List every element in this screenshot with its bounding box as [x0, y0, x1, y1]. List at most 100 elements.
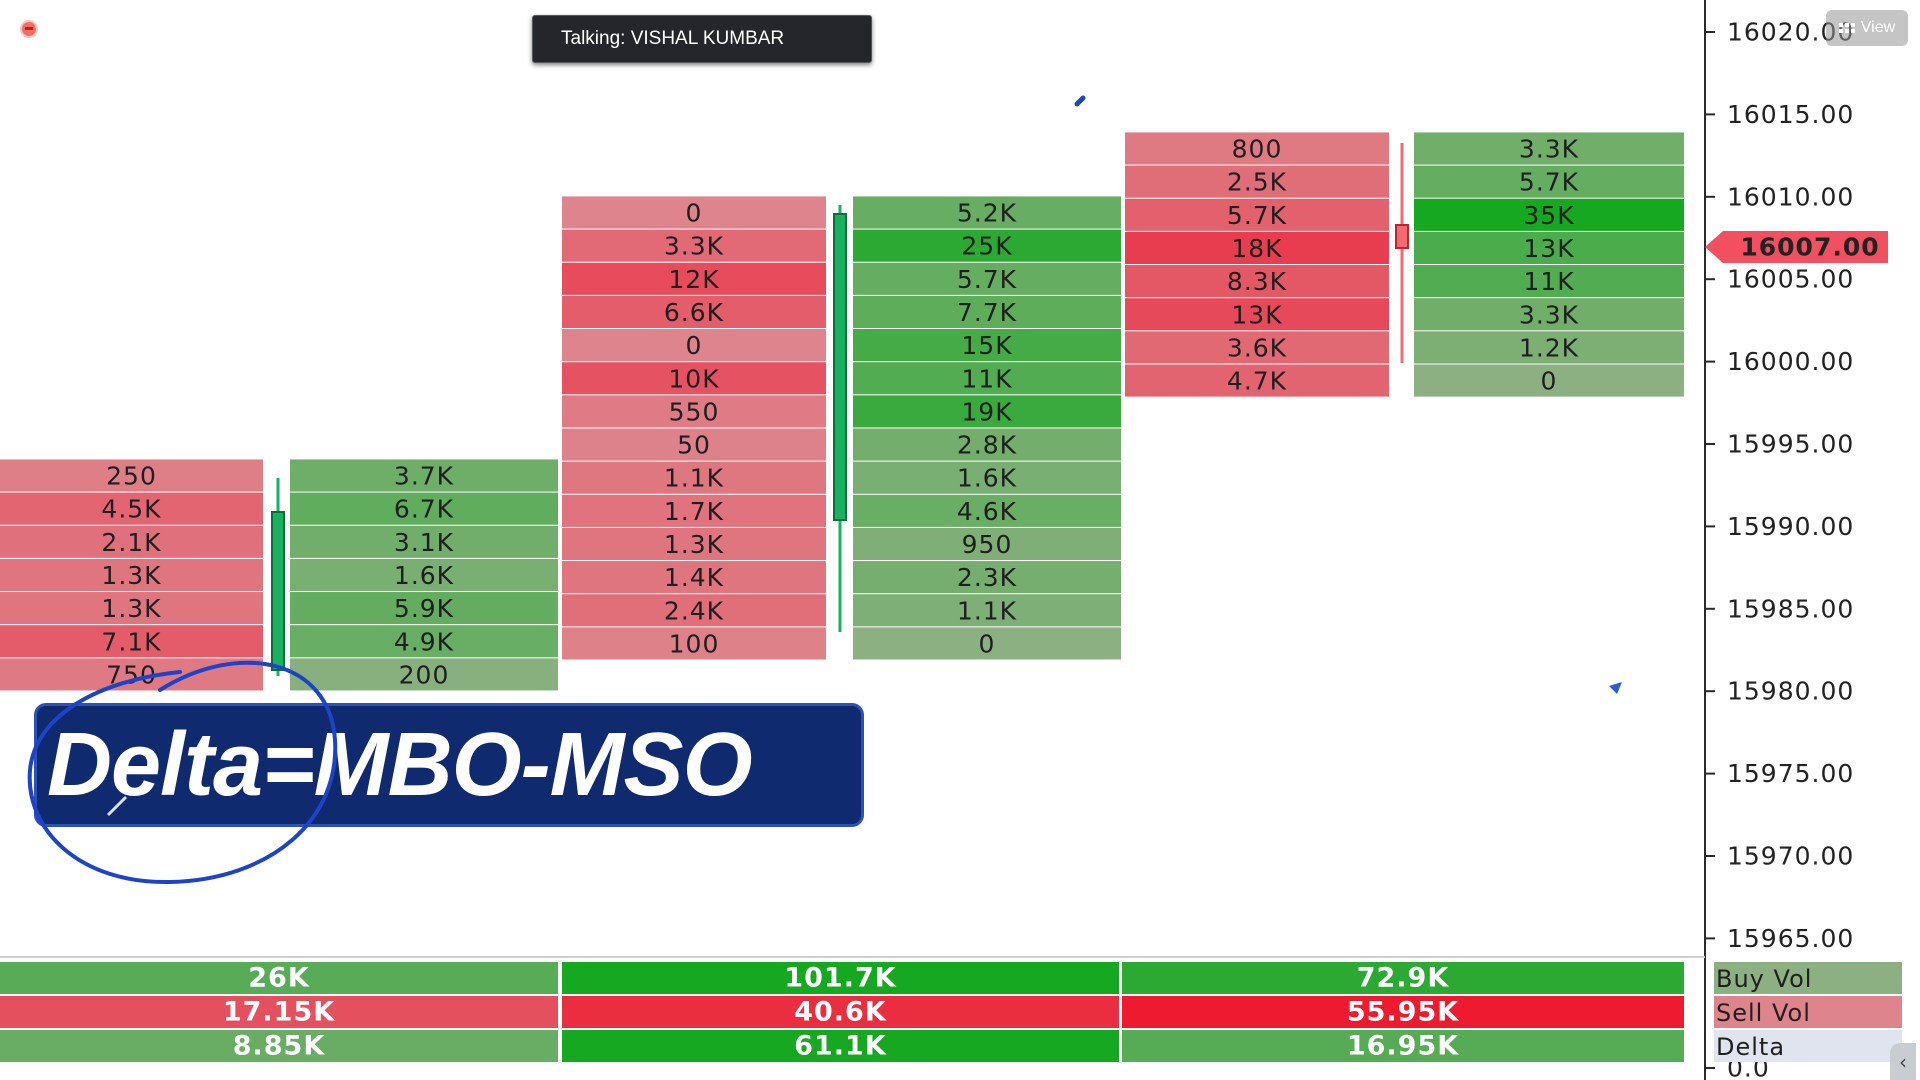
sell-volume-label: 3.3K — [664, 232, 724, 261]
sell-volume-cell — [562, 295, 826, 329]
candle-body — [1395, 224, 1409, 249]
view-button[interactable]: View — [1826, 10, 1908, 46]
price-tick-label: 16010.00 — [1727, 182, 1854, 211]
buy-volume-cell — [853, 428, 1121, 461]
sell-volume-label: 13K — [1231, 300, 1282, 329]
sell-volume-cell — [562, 627, 826, 660]
buy-volume-label: 35K — [1523, 201, 1574, 230]
sell-vol-cell — [562, 996, 1119, 1028]
buy-vol-label: 101.7K — [784, 963, 896, 994]
buy-volume-label: 1.6K — [394, 561, 454, 590]
buy-volume-label: 2.8K — [957, 431, 1017, 460]
buy-volume-cell — [853, 362, 1121, 395]
summary-row-label: Buy Vol — [1716, 965, 1812, 993]
price-tick-label: 16005.00 — [1727, 265, 1854, 294]
price-tick-label: 15970.00 — [1727, 842, 1854, 871]
sell-volume-cell — [0, 492, 263, 525]
buy-volume-cell — [290, 625, 558, 658]
sell-volume-cell — [1125, 231, 1389, 265]
current-price-label: 16007.00 — [1740, 233, 1879, 262]
buy-volume-cell — [853, 627, 1121, 660]
sell-volume-cell — [0, 459, 263, 492]
sell-volume-label: 2.4K — [664, 596, 724, 625]
sell-volume-label: 4.7K — [1227, 367, 1287, 396]
summary-row-label: Sell Vol — [1716, 999, 1811, 1027]
buy-volume-cell — [290, 459, 558, 492]
sell-volume-label: 100 — [669, 629, 720, 658]
buy-volume-label: 25K — [961, 232, 1012, 261]
delta-formula-banner: Delta=MBO-MSO — [34, 703, 864, 827]
sell-volume-label: 18K — [1231, 234, 1282, 263]
buy-vol-cell — [0, 962, 558, 994]
sell-volume-cell — [562, 527, 826, 561]
sell-volume-label: 3.6K — [1227, 333, 1287, 362]
sell-volume-label: 1.1K — [664, 464, 724, 493]
summary-row-label-bg — [1714, 1030, 1902, 1062]
sell-volume-label: 2.5K — [1227, 168, 1287, 197]
sell-volume-cell — [1125, 364, 1389, 397]
sell-volume-cell — [1125, 198, 1389, 231]
sell-volume-label: 12K — [668, 265, 719, 294]
sell-volume-cell — [562, 329, 826, 362]
sell-vol-label: 55.95K — [1347, 997, 1459, 1028]
delta-cell — [0, 1030, 558, 1062]
sell-volume-cell — [1125, 165, 1389, 198]
buy-volume-label: 3.3K — [1519, 135, 1579, 164]
buy-volume-cell — [290, 492, 558, 525]
buy-volume-label: 3.3K — [1519, 300, 1579, 329]
buy-vol-cell — [1122, 962, 1684, 994]
collapse-panel-button[interactable]: ‹ — [1890, 1043, 1916, 1080]
sell-volume-cell — [0, 625, 263, 658]
sell-volume-cell — [562, 594, 826, 627]
buy-volume-cell — [853, 295, 1121, 329]
sell-volume-cell — [562, 262, 826, 295]
buy-volume-label: 0 — [979, 629, 996, 658]
buy-volume-cell — [290, 558, 558, 592]
delta-label: 61.1K — [794, 1031, 887, 1062]
buy-volume-label: 2.3K — [957, 563, 1017, 592]
price-tick-label: 15995.00 — [1727, 430, 1854, 459]
buy-vol-cell — [562, 962, 1119, 994]
buy-volume-cell — [1414, 298, 1684, 331]
buy-volume-cell — [853, 229, 1121, 262]
buy-volume-label: 11K — [961, 364, 1012, 393]
buy-volume-cell — [1414, 331, 1684, 364]
buy-volume-label: 19K — [961, 397, 1012, 426]
talking-indicator: Talking: VISHAL KUMBAR — [532, 15, 872, 63]
sell-volume-label: 10K — [668, 364, 719, 393]
summary-row-label: Delta — [1716, 1033, 1785, 1061]
sell-volume-cell — [562, 395, 826, 428]
candle-body — [833, 213, 847, 521]
summary-row-label-bg — [1714, 996, 1902, 1028]
buy-volume-cell — [290, 525, 558, 558]
sell-volume-cell — [562, 461, 826, 494]
grid-icon — [1838, 23, 1855, 33]
buy-volume-label: 6.7K — [394, 495, 454, 524]
sell-volume-label: 1.4K — [664, 563, 724, 592]
sell-volume-cell — [562, 362, 826, 395]
buy-volume-cell — [1414, 165, 1684, 198]
buy-volume-label: 1.2K — [1519, 333, 1579, 362]
sell-volume-label: 50 — [677, 431, 711, 460]
buy-volume-cell — [853, 395, 1121, 428]
delta-label: 8.85K — [233, 1031, 326, 1062]
delta-cell — [562, 1030, 1119, 1062]
sell-volume-label: 800 — [1232, 135, 1283, 164]
sell-volume-label: 1.3K — [101, 561, 161, 590]
view-button-label: View — [1860, 19, 1896, 36]
buy-volume-label: 3.7K — [394, 462, 454, 491]
buy-volume-cell — [853, 494, 1121, 527]
buy-volume-cell — [853, 594, 1121, 627]
record-icon[interactable] — [20, 20, 38, 38]
buy-volume-label: 13K — [1523, 234, 1574, 263]
buy-volume-cell — [1414, 198, 1684, 231]
sell-volume-label: 5.7K — [1227, 201, 1287, 230]
sell-volume-label: 250 — [106, 462, 157, 491]
sell-volume-cell — [0, 525, 263, 558]
candle-body — [271, 511, 285, 671]
sell-volume-label: 1.3K — [101, 594, 161, 623]
talking-label: Talking: VISHAL KUMBAR — [561, 28, 785, 49]
buy-volume-label: 200 — [399, 660, 450, 689]
buy-volume-label: 15K — [961, 331, 1012, 360]
buy-volume-label: 0 — [1541, 367, 1558, 396]
